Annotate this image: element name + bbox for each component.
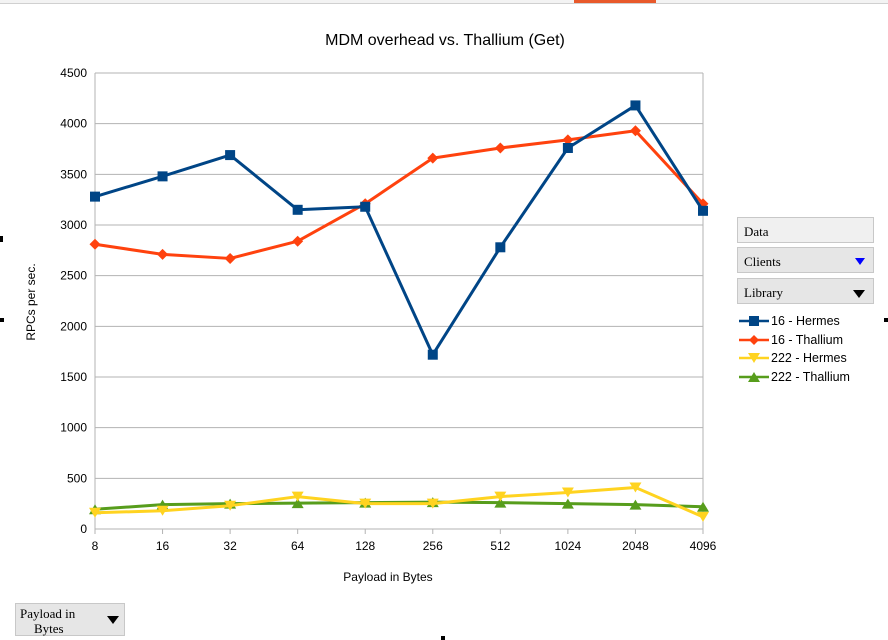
data-point xyxy=(494,491,507,502)
data-point xyxy=(224,252,236,264)
x-tick-label: 16 xyxy=(156,539,170,553)
payload-field-button[interactable]: Payload in Bytes xyxy=(15,603,125,636)
data-point xyxy=(629,499,642,510)
y-axis-title: RPCs per sec. xyxy=(24,263,38,340)
data-point xyxy=(561,487,574,498)
data-point xyxy=(427,349,438,360)
data-point xyxy=(697,511,709,522)
x-tick-label: 256 xyxy=(423,539,443,553)
selection-handle xyxy=(0,236,3,242)
data-point xyxy=(89,238,101,250)
data-point xyxy=(698,205,708,216)
selection-handle xyxy=(441,636,445,640)
triangle-up-marker-icon xyxy=(739,372,769,383)
data-point xyxy=(426,498,439,509)
y-tick-label: 0 xyxy=(80,522,87,536)
y-tick-label: 2000 xyxy=(60,319,87,333)
chevron-down-icon xyxy=(107,616,119,624)
data-point xyxy=(156,505,169,516)
x-axis-title: Payload in Bytes xyxy=(343,570,432,584)
data-point xyxy=(157,248,169,260)
data-point xyxy=(291,491,304,502)
series-1 xyxy=(89,125,709,264)
data-point xyxy=(360,201,371,212)
clients-field-button[interactable]: Clients xyxy=(737,247,874,273)
top-border-strip xyxy=(0,0,888,4)
y-tick-label: 1500 xyxy=(60,370,87,384)
series-3 xyxy=(89,497,709,515)
square-marker-icon xyxy=(739,316,769,326)
legend-label: 16 - Thallium xyxy=(771,332,844,347)
legend-label: 16 - Hermes xyxy=(771,314,840,328)
data-point xyxy=(630,100,641,111)
legend-label: 222 - Thallium xyxy=(771,370,850,385)
library-field-button[interactable]: Library xyxy=(737,278,874,304)
x-tick-label: 4096 xyxy=(690,539,717,553)
data-point xyxy=(292,204,303,215)
data-point xyxy=(697,501,709,512)
selection-handle xyxy=(0,318,4,322)
data-point xyxy=(629,482,642,493)
diamond-marker-icon xyxy=(739,334,769,345)
x-tick-label: 128 xyxy=(355,539,375,553)
series-line xyxy=(94,485,704,519)
data-field-label: Data xyxy=(744,224,769,239)
data-field-button[interactable]: Data xyxy=(737,217,874,243)
gridlines xyxy=(94,72,704,530)
y-tick-label: 2500 xyxy=(60,269,87,283)
data-point xyxy=(359,498,372,509)
x-axis-ticks: 8 16 32 64 128 256 512 1024 2048 4096 xyxy=(92,529,717,553)
triangle-down-marker-icon xyxy=(739,353,769,364)
data-point xyxy=(629,125,641,137)
x-tick-label: 2048 xyxy=(622,539,649,553)
y-tick-label: 4000 xyxy=(60,117,87,131)
data-point xyxy=(225,150,236,161)
legend-label: 222 - Hermes xyxy=(771,351,847,366)
series-line xyxy=(94,129,705,260)
data-point xyxy=(427,152,439,164)
series-2 xyxy=(89,482,709,522)
y-tick-label: 3500 xyxy=(60,167,87,181)
y-tick-label: 3000 xyxy=(60,218,87,232)
filter-dropdown-icon xyxy=(855,258,865,265)
payload-field-label-line1: Payload in xyxy=(20,606,76,621)
data-point xyxy=(90,191,100,202)
selection-handle xyxy=(884,318,888,322)
data-point xyxy=(562,134,574,146)
y-tick-label: 4500 xyxy=(60,66,87,80)
y-tick-label: 1000 xyxy=(60,421,87,435)
data-point xyxy=(494,142,506,154)
x-tick-label: 32 xyxy=(223,539,237,553)
payload-field-label-line2: Bytes xyxy=(34,621,64,636)
data-point xyxy=(495,242,506,253)
data-point xyxy=(494,497,507,508)
data-point xyxy=(561,498,574,509)
y-axis-ticks: 0 500 1000 1500 2000 2500 3000 3500 4000 4500 xyxy=(60,66,87,536)
clients-field-label: Clients xyxy=(744,254,781,269)
x-tick-label: 512 xyxy=(490,539,510,553)
chevron-down-icon xyxy=(853,290,865,298)
active-tab-accent xyxy=(574,0,656,3)
data-point xyxy=(562,142,573,153)
data-point xyxy=(292,235,304,247)
y-tick-label: 500 xyxy=(67,471,87,485)
x-tick-label: 8 xyxy=(92,539,99,553)
data-point xyxy=(89,507,101,518)
data-point xyxy=(157,171,168,182)
x-tick-label: 1024 xyxy=(555,539,582,553)
series-0 xyxy=(90,100,708,360)
chart-title: MDM overhead vs. Thallium (Get) xyxy=(325,32,565,49)
series-group xyxy=(89,100,709,522)
library-field-label: Library xyxy=(744,285,783,300)
data-point xyxy=(224,500,237,511)
data-point xyxy=(291,498,304,509)
x-tick-label: 64 xyxy=(291,539,305,553)
series-line xyxy=(94,103,705,357)
